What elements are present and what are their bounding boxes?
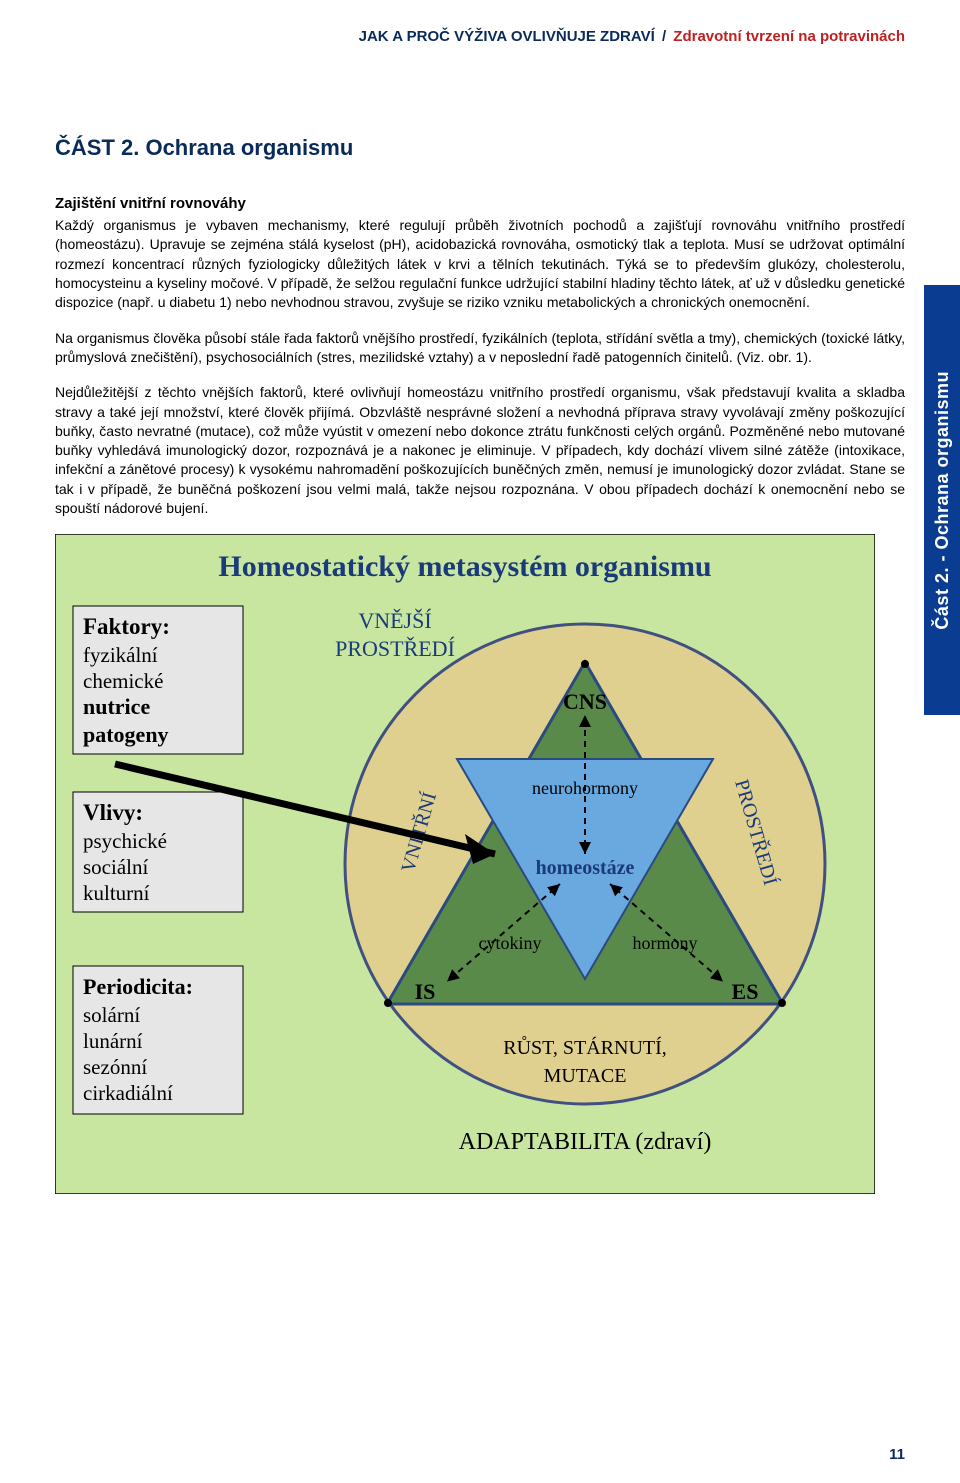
label-growth1: RŮST, STÁRNUTÍ,: [503, 1035, 667, 1059]
box1-l4: patogeny: [83, 722, 169, 747]
box1-l1: fyzikální: [83, 643, 158, 667]
label-growth2: MUTACE: [544, 1065, 627, 1087]
box1-head: Faktory:: [83, 614, 170, 639]
box-vlivy: Vlivy: psychické sociální kulturní: [73, 792, 243, 912]
diagram-title: Homeostatický metasystém organismu: [218, 550, 711, 583]
label-cytokiny: cytokiny: [479, 933, 542, 953]
paragraph-3: Nejdůležitější z těchto vnějších faktorů…: [55, 383, 905, 518]
diagram-svg: Homeostatický metasystém organismu Fakto…: [55, 534, 875, 1194]
label-outer-env1: VNĚJŠÍ: [358, 608, 431, 633]
running-header-left: JAK A PROČ VÝŽIVA OVLIVŇUJE ZDRAVÍ: [359, 28, 655, 45]
label-outer-env2: PROSTŘEDÍ: [335, 636, 455, 661]
article-subheading: Zajištění vnitřní rovnováhy: [55, 195, 905, 212]
section-title: ČÁST 2. Ochrana organismu: [55, 135, 905, 161]
label-homeostaze: homeostáze: [536, 857, 635, 879]
box3-l4: cirkadiální: [83, 1081, 173, 1105]
box-periodicita: Periodicita: solární lunární sezónní cir…: [73, 966, 243, 1114]
running-header-right: Zdravotní tvrzení na potravinách: [673, 28, 905, 45]
box1-l3: nutrice: [83, 694, 150, 719]
box2-head: Vlivy:: [83, 800, 143, 825]
label-es: ES: [732, 979, 759, 1004]
box-faktory: Faktory: fyzikální chemické nutrice pato…: [73, 606, 243, 754]
page-number: 11: [889, 1446, 905, 1463]
label-adaptabilita: ADAPTABILITA (zdraví): [459, 1129, 712, 1155]
article-body: Zajištění vnitřní rovnováhy Každý organi…: [55, 195, 905, 518]
box2-l3: kulturní: [83, 881, 150, 905]
section-side-tab: Část 2. - Ochrana organismu: [924, 285, 960, 715]
dot-cns: [581, 660, 589, 668]
label-cns: CNS: [563, 689, 607, 714]
box1-l2: chemické: [83, 669, 163, 693]
box2-l2: sociální: [83, 855, 148, 879]
dot-is: [384, 999, 392, 1007]
box2-l1: psychické: [83, 829, 167, 853]
box3-head: Periodicita:: [83, 974, 193, 999]
dot-es: [778, 999, 786, 1007]
running-header-slash: /: [662, 28, 666, 45]
box3-l2: lunární: [83, 1029, 143, 1053]
box3-l1: solární: [83, 1003, 140, 1027]
label-hormony: hormony: [633, 933, 698, 953]
label-is: IS: [415, 979, 436, 1004]
running-header: JAK A PROČ VÝŽIVA OVLIVŇUJE ZDRAVÍ / Zdr…: [55, 28, 905, 45]
paragraph-1: Každý organismus je vybaven mechanismy, …: [55, 216, 905, 313]
box3-l3: sezónní: [83, 1055, 147, 1079]
side-tab-label: Část 2. - Ochrana organismu: [932, 371, 953, 630]
paragraph-2: Na organismus člověka působí stále řada …: [55, 329, 905, 368]
figure-homeostatic-metasystem: Homeostatický metasystém organismu Fakto…: [55, 534, 905, 1194]
